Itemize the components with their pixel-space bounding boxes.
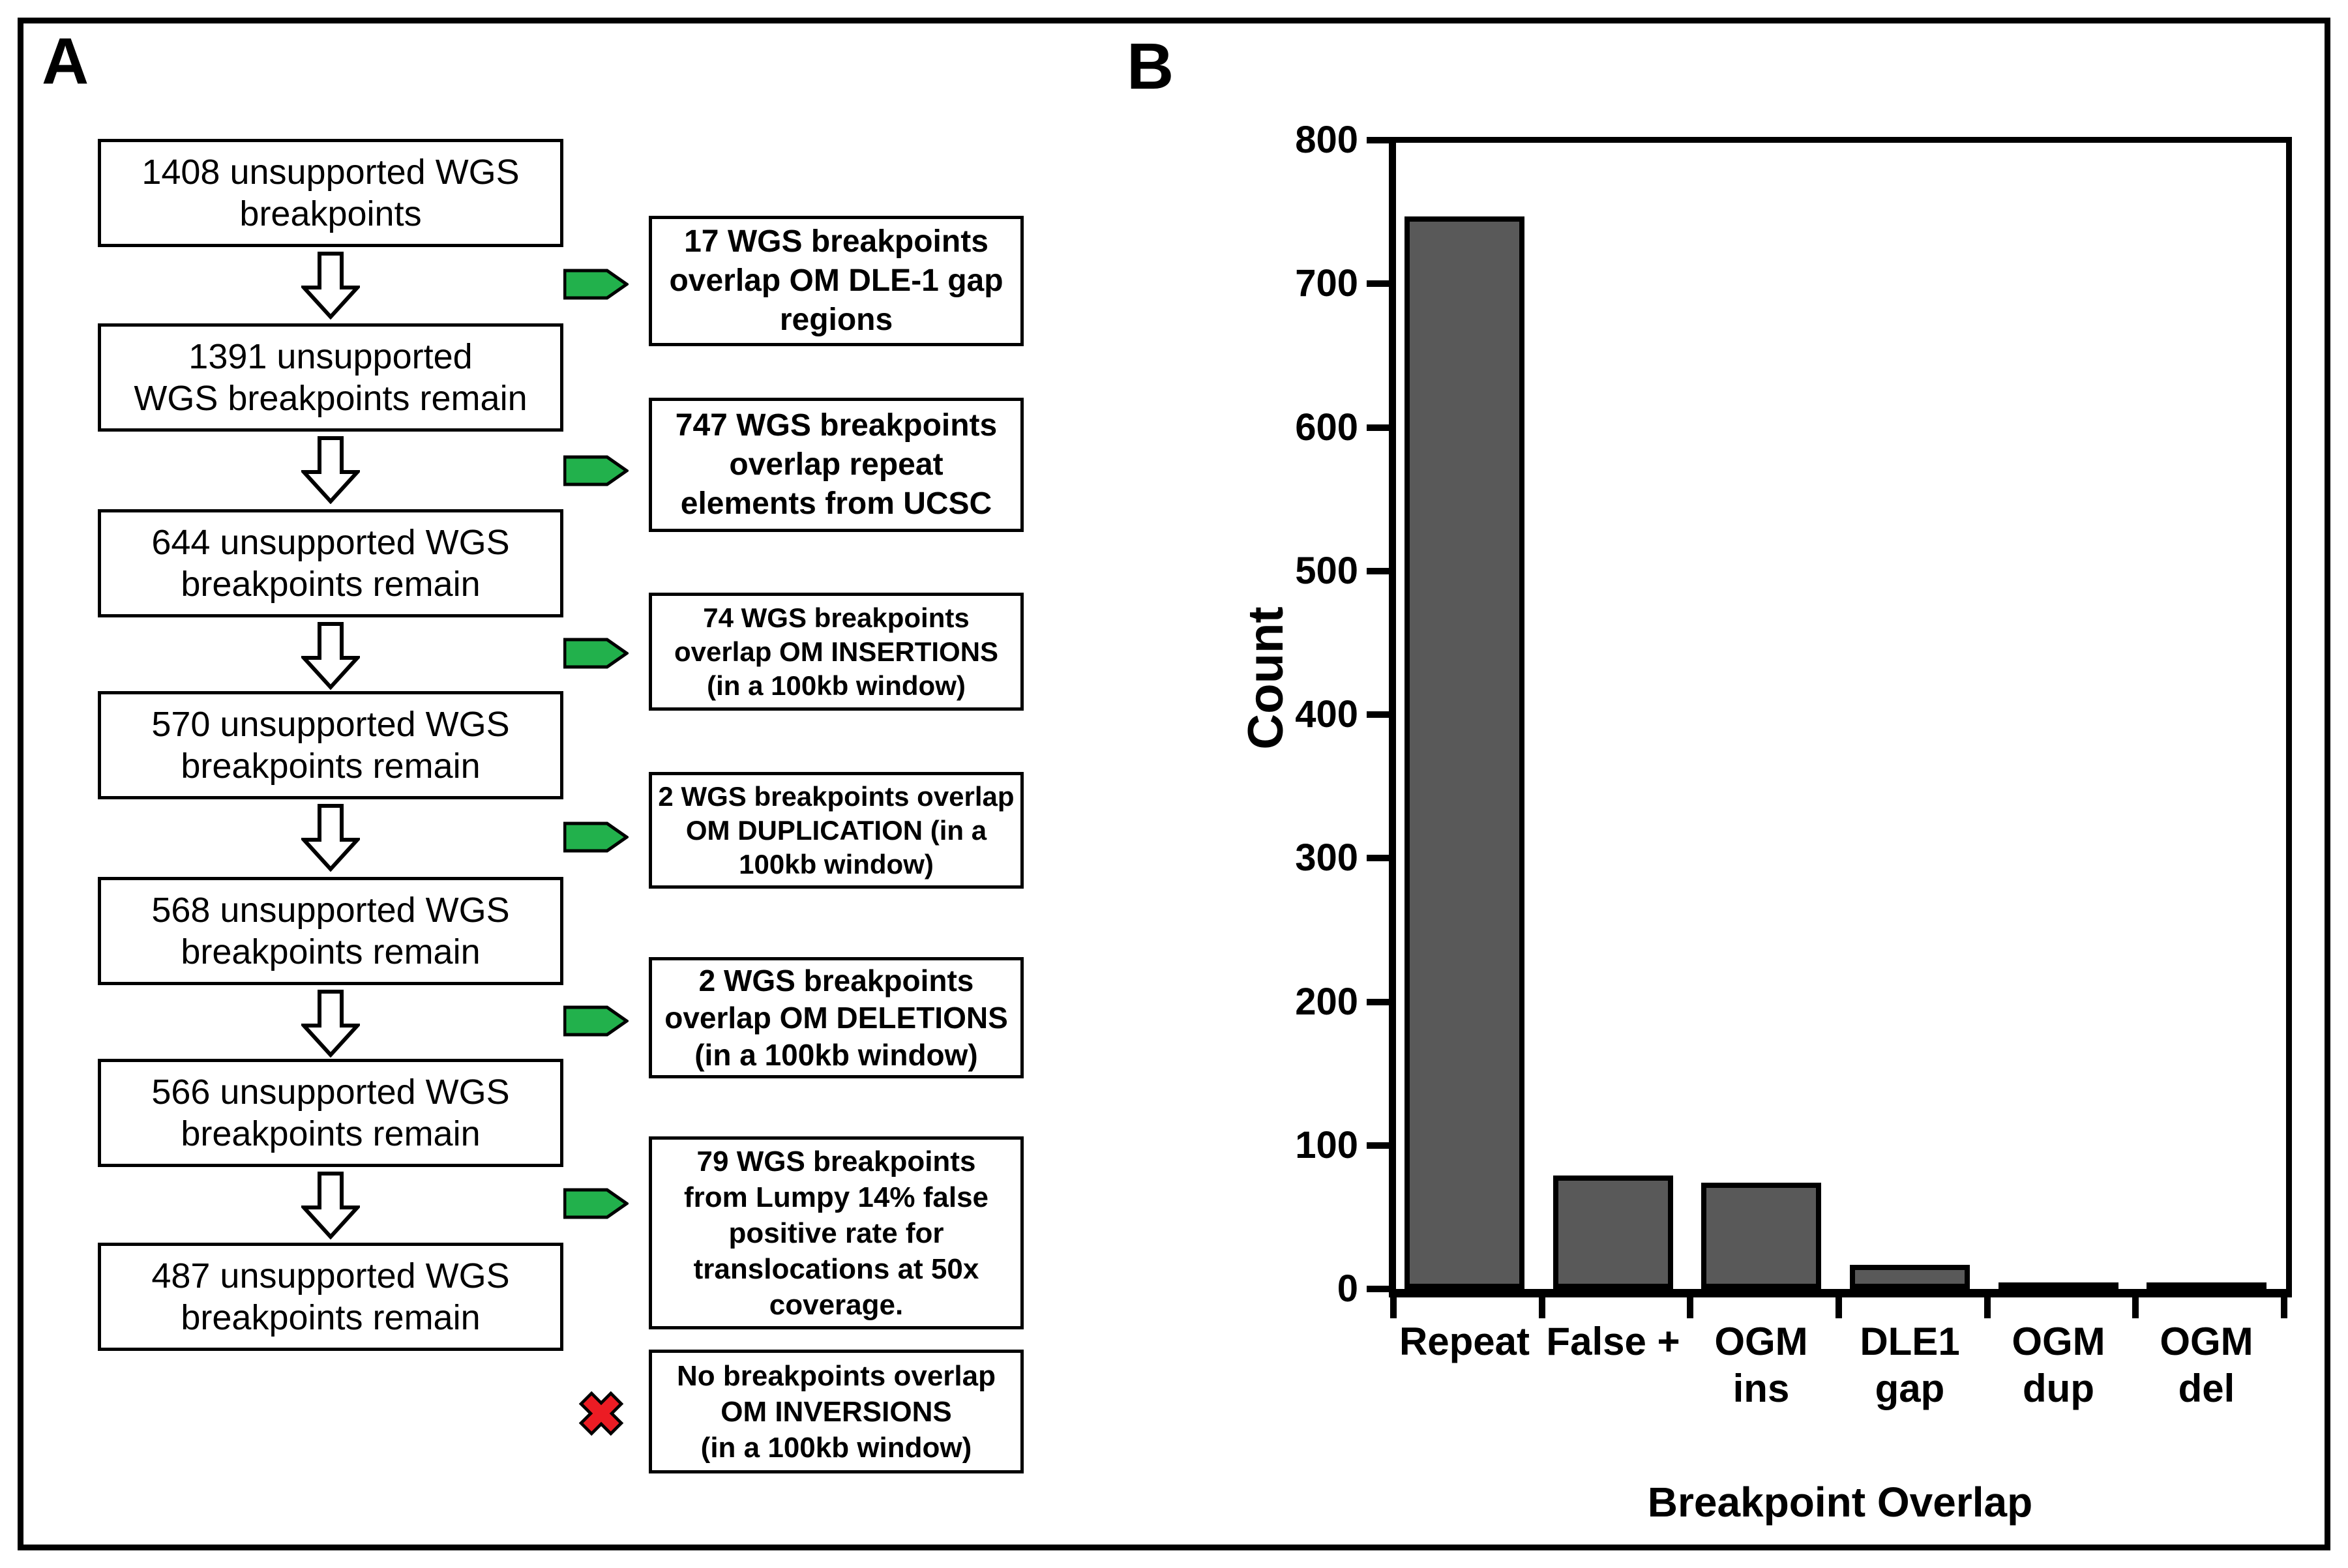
y-tick-label: 800 [1295,119,1358,161]
y-tick-label: 0 [1337,1267,1358,1310]
down-arrow-icon [299,622,362,690]
flow-box: 566 unsupported WGS breakpoints remain [98,1059,563,1167]
green-arrow-icon [563,454,630,488]
y-tick [1367,711,1389,718]
down-arrow-icon [299,804,362,872]
x-tick [1984,1297,1991,1318]
x-tick [1687,1297,1693,1318]
x-tick [2132,1297,2139,1318]
side-box: 74 WGS breakpoints overlap OM INSERTIONS… [649,593,1024,711]
down-arrow-icon [299,1172,362,1240]
y-tick [1367,999,1389,1005]
x-tick-label: OGM del [2160,1320,2253,1410]
flow-box: 568 unsupported WGS breakpoints remain [98,877,563,985]
x-tick [1390,1297,1397,1318]
flow-box: 1408 unsupported WGS breakpoints [98,139,563,247]
figure-border [18,18,2330,1550]
bar [1850,1265,1970,1289]
y-tick-label: 700 [1295,262,1358,304]
bar [2147,1282,2266,1293]
flow-box: 1391 unsupported WGS breakpoints remain [98,323,563,432]
down-arrow-icon [299,252,362,320]
y-tick [1367,855,1389,861]
flow-box: 487 unsupported WGS breakpoints remain [98,1243,563,1351]
bar [1404,216,1524,1289]
green-arrow-icon [563,1187,630,1220]
flow-box: 570 unsupported WGS breakpoints remain [98,691,563,799]
y-tick-label: 300 [1295,836,1358,879]
panel-b-label: B [1127,30,1174,103]
y-tick [1367,280,1389,287]
bar [1999,1282,2118,1293]
red-x-icon [576,1389,626,1438]
side-box: 747 WGS breakpoints overlap repeat eleme… [649,398,1024,532]
y-tick-label: 400 [1295,693,1358,735]
x-tick-label: False + [1546,1320,1680,1363]
side-box: No breakpoints overlap OM INVERSIONS (in… [649,1350,1024,1473]
green-arrow-icon [563,267,630,301]
side-box: 79 WGS breakpoints from Lumpy 14% false … [649,1136,1024,1329]
x-tick [1835,1297,1842,1318]
x-tick-label: DLE1 gap [1860,1320,1960,1410]
green-arrow-icon [563,820,630,854]
y-tick-label: 200 [1295,981,1358,1023]
y-tick-label: 500 [1295,550,1358,592]
plot-area [1389,137,2292,1297]
bar [1553,1176,1673,1289]
x-tick-label: OGM ins [1714,1320,1808,1410]
y-tick [1367,1286,1389,1292]
bar [1701,1183,1821,1289]
x-tick [2281,1297,2287,1318]
y-tick [1367,137,1389,143]
y-tick [1367,568,1389,574]
y-tick [1367,424,1389,431]
x-tick [1539,1297,1545,1318]
x-axis-title: Breakpoint Overlap [1647,1479,2033,1526]
flow-box: 644 unsupported WGS breakpoints remain [98,509,563,617]
side-box: 17 WGS breakpoints overlap OM DLE-1 gap … [649,216,1024,346]
green-arrow-icon [563,1004,630,1038]
side-box: 2 WGS breakpoints overlap OM DUPLICATION… [649,772,1024,889]
green-arrow-icon [563,636,630,670]
y-tick [1367,1142,1389,1149]
x-tick-label: Repeat [1399,1320,1530,1363]
down-arrow-icon [299,990,362,1058]
y-tick-label: 100 [1295,1124,1358,1166]
y-tick-label: 600 [1295,406,1358,449]
x-tick-label: OGM dup [2012,1320,2105,1410]
panel-a-label: A [42,25,89,98]
down-arrow-icon [299,436,362,505]
side-box: 2 WGS breakpoints overlap OM DELETIONS (… [649,957,1024,1078]
